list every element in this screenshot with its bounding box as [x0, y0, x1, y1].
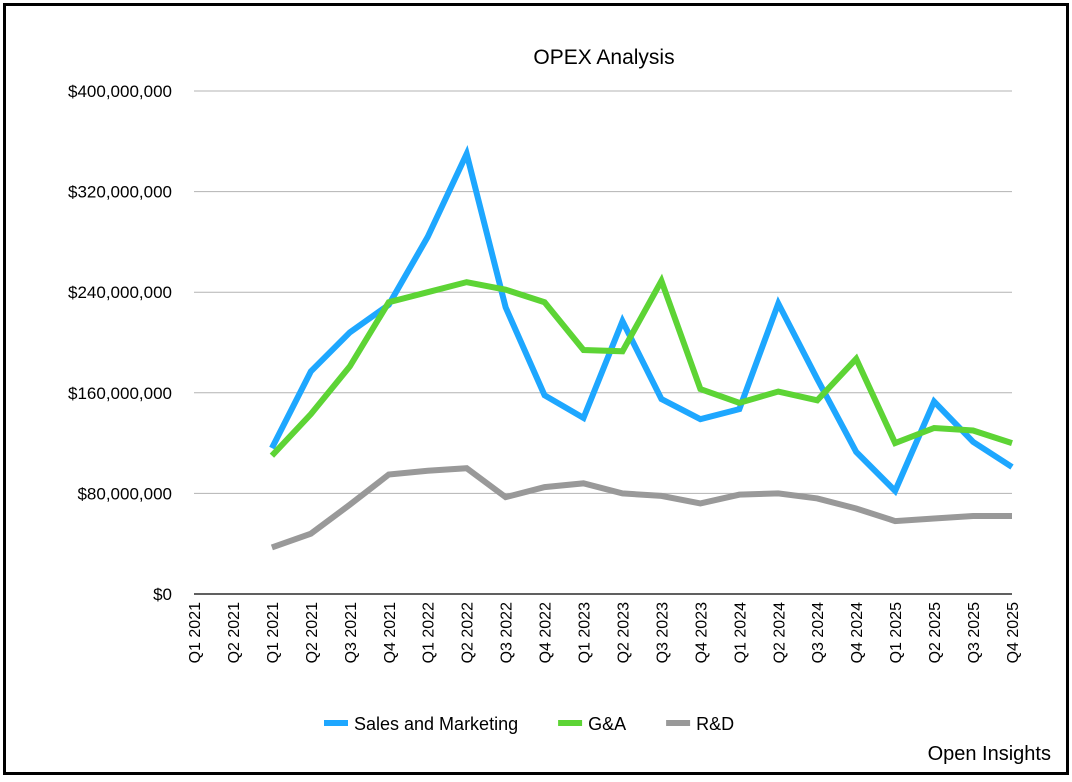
x-tick-label: Q2 2021	[304, 602, 321, 663]
x-tick-label: Q4 2021	[382, 602, 399, 663]
x-tick-label: Q2 2024	[771, 602, 788, 663]
x-tick-label: Q2 2023	[615, 602, 632, 663]
x-tick-label: Q1 2024	[732, 602, 749, 663]
x-tick-label: Q3 2023	[654, 602, 671, 663]
series-line-g-a	[269, 273, 1013, 458]
chart-frame: OPEX Analysis $0 $80,000,000 $160,000,000 $…	[3, 3, 1069, 775]
x-tick-label: Q1 2021	[265, 602, 282, 663]
legend-label: Sales and Marketing	[354, 714, 518, 734]
x-tick-label: Q4 2023	[693, 602, 710, 663]
x-tick-label: Q3 2022	[499, 602, 516, 663]
y-tick-label: $400,000,000	[68, 82, 172, 101]
chart-title: OPEX Analysis	[533, 46, 674, 69]
line-chart: OPEX Analysis $0$80,000,000$160,000,000$…	[68, 46, 1051, 765]
y-tick-label: $160,000,000	[68, 384, 172, 403]
x-tick-label: Q2 2021	[226, 602, 243, 663]
x-axis-ticks: Q1 2021 Q2 2021 Q1 2021 Q2 2021 Q3 2021 Q4 20…	[187, 602, 1022, 663]
series-line-sales-and-marketing	[269, 145, 1014, 497]
x-tick-label: Q4 2022	[538, 602, 555, 663]
x-tick-label: Q2 2025	[927, 602, 944, 663]
x-tick-label: Q3 2024	[810, 602, 827, 663]
y-tick-label: $80,000,000	[77, 484, 172, 503]
x-tick-label: Q2 2022	[460, 602, 477, 663]
y-tick-label: $0	[153, 585, 172, 604]
y-axis-ticks: $0 $80,000,000 $160,000,000 $240,000,000 $32…	[68, 82, 172, 604]
legend-label: G&A	[588, 714, 626, 734]
x-tick-label: Q3 2025	[966, 602, 983, 663]
x-tick-label: Q1 2022	[421, 602, 438, 663]
x-tick-label: Q1 2021	[187, 602, 204, 663]
x-tick-label: Q1 2025	[888, 602, 905, 663]
x-tick-label: Q4 2025	[1005, 602, 1022, 663]
credit-label: Open Insights	[928, 743, 1051, 765]
y-tick-label: $320,000,000	[68, 183, 172, 202]
series-lines	[269, 145, 1014, 551]
y-tick-label: $240,000,000	[68, 283, 172, 302]
x-tick-label: Q1 2023	[577, 602, 594, 663]
series-line-r-d	[270, 465, 1012, 551]
x-tick-label: Q4 2024	[849, 602, 866, 663]
legend-label: R&D	[696, 714, 734, 734]
x-tick-label: Q3 2021	[343, 602, 360, 663]
legend: Sales and Marketing G&A R&D	[324, 714, 734, 734]
